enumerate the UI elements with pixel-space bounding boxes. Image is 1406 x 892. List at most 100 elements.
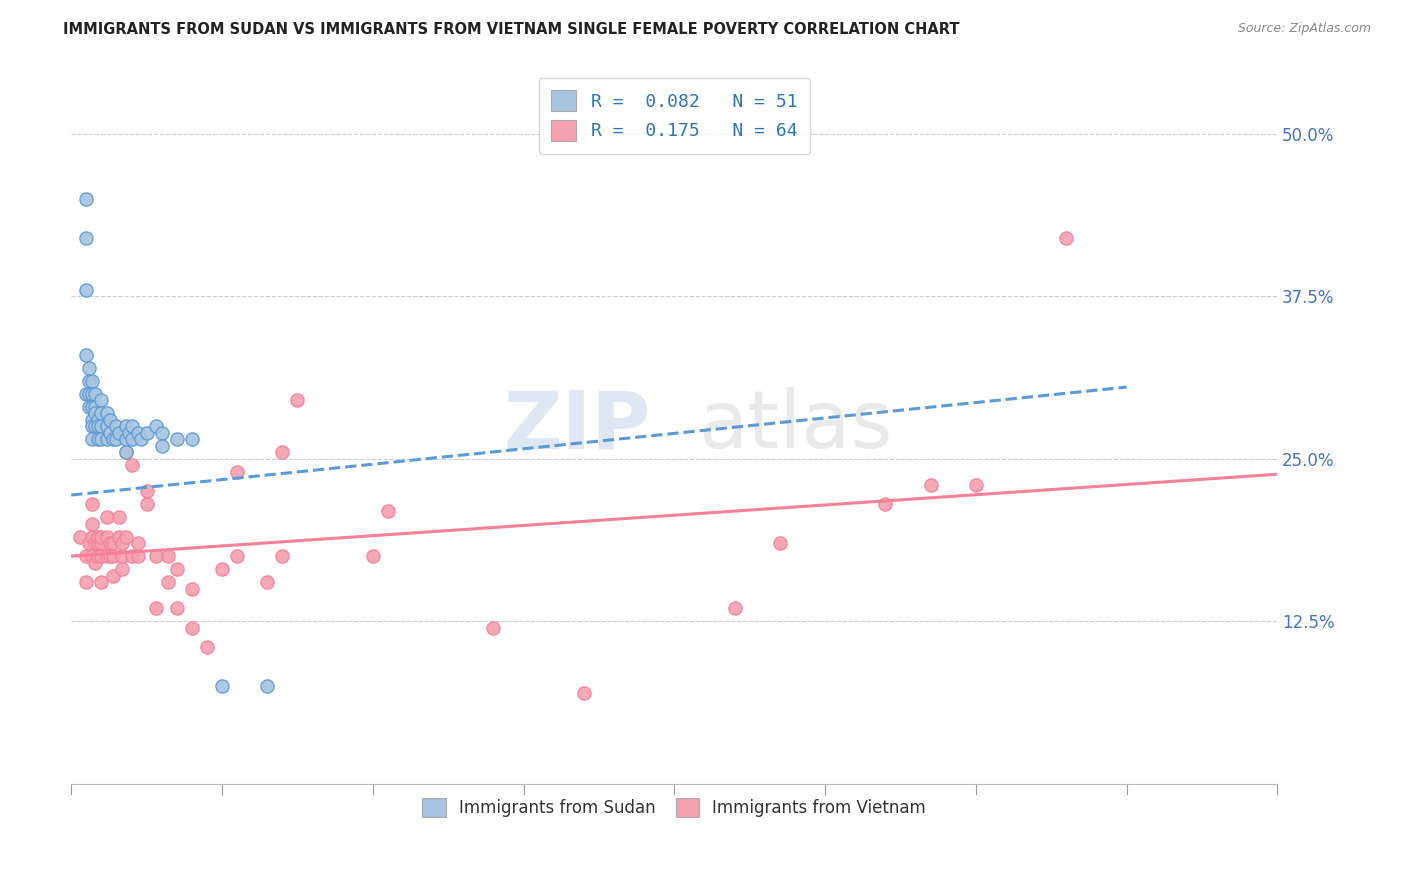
Point (111, 536, 134, 550)
Point (256, 679, 278, 693)
Point (90, 406, 112, 420)
Point (96, 510, 118, 524)
Text: IMMIGRANTS FROM SUDAN VS IMMIGRANTS FROM VIETNAM SINGLE FEMALE POVERTY CORRELATI: IMMIGRANTS FROM SUDAN VS IMMIGRANTS FROM… (63, 22, 960, 37)
Point (84, 556, 107, 570)
Point (150, 425, 173, 440)
Point (82, 530, 104, 544)
Point (121, 458, 143, 472)
Point (271, 549, 294, 564)
Legend: Immigrants from Sudan, Immigrants from Vietnam: Immigrants from Sudan, Immigrants from V… (415, 789, 935, 825)
Point (105, 419, 128, 434)
Point (82, 497, 104, 511)
Point (90, 393, 112, 408)
Point (377, 503, 399, 517)
Point (79, 536, 101, 550)
Point (769, 536, 792, 550)
Point (90, 530, 112, 544)
Point (361, 549, 384, 564)
Point (145, 549, 167, 564)
Point (75, 192, 97, 206)
Point (145, 419, 167, 434)
Point (195, 640, 218, 655)
Point (87, 549, 110, 564)
Point (82, 412, 104, 426)
Point (920, 477, 942, 491)
Point (96, 432, 118, 446)
Point (114, 419, 136, 434)
Point (114, 432, 136, 446)
Point (114, 445, 136, 459)
Point (226, 549, 249, 564)
Point (87, 530, 110, 544)
Point (156, 549, 179, 564)
Point (723, 601, 745, 615)
Point (100, 536, 122, 550)
Point (127, 425, 149, 440)
Point (103, 549, 125, 564)
Point (96, 419, 118, 434)
Point (75, 575, 97, 590)
Point (69, 530, 91, 544)
Point (127, 536, 149, 550)
Point (211, 562, 233, 576)
Point (90, 536, 112, 550)
Point (84, 386, 107, 401)
Point (108, 425, 131, 440)
Point (166, 432, 188, 446)
Point (79, 400, 101, 414)
Point (108, 530, 131, 544)
Point (82, 419, 104, 434)
Point (84, 400, 107, 414)
Point (226, 465, 249, 479)
Point (103, 568, 125, 582)
Point (82, 374, 104, 388)
Point (180, 432, 202, 446)
Point (145, 601, 167, 615)
Point (82, 386, 104, 401)
Point (121, 432, 143, 446)
Point (103, 432, 125, 446)
Point (572, 686, 595, 700)
Point (96, 549, 118, 564)
Point (482, 621, 505, 635)
Point (90, 575, 112, 590)
Point (84, 419, 107, 434)
Point (121, 419, 143, 434)
Point (96, 406, 118, 420)
Point (79, 360, 101, 375)
Point (127, 549, 149, 564)
Text: Source: ZipAtlas.com: Source: ZipAtlas.com (1237, 22, 1371, 36)
Point (121, 549, 143, 564)
Point (79, 374, 101, 388)
Point (875, 497, 897, 511)
Point (75, 549, 97, 564)
Point (135, 425, 157, 440)
Point (180, 582, 202, 596)
Point (287, 393, 309, 408)
Point (117, 425, 139, 440)
Point (100, 412, 122, 426)
Point (211, 679, 233, 693)
Point (75, 386, 97, 401)
Text: ZIP: ZIP (503, 387, 650, 465)
Text: atlas: atlas (699, 387, 893, 465)
Point (256, 575, 278, 590)
Point (75, 348, 97, 362)
Point (156, 575, 179, 590)
Point (1054, 230, 1077, 244)
Point (75, 283, 97, 297)
Point (135, 484, 157, 499)
Point (114, 530, 136, 544)
Point (84, 536, 107, 550)
Point (90, 432, 112, 446)
Point (90, 419, 112, 434)
Point (82, 549, 104, 564)
Point (166, 562, 188, 576)
Point (114, 445, 136, 459)
Point (965, 477, 987, 491)
Point (87, 412, 110, 426)
Point (111, 562, 134, 576)
Point (87, 419, 110, 434)
Point (84, 406, 107, 420)
Point (271, 445, 294, 459)
